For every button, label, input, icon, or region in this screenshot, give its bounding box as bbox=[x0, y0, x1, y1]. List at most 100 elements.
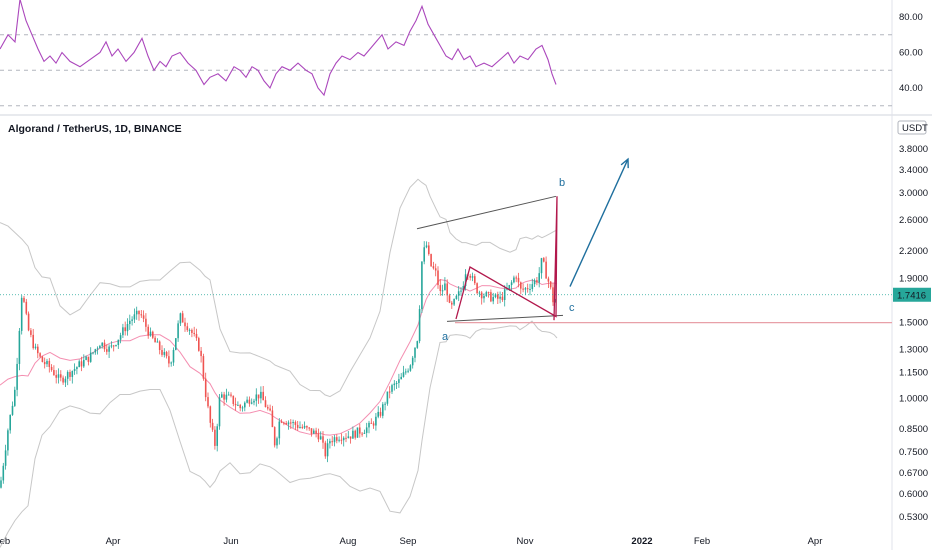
chart-title: Algorand / TetherUS, 1D, BINANCE bbox=[8, 123, 182, 135]
candle-body bbox=[326, 443, 329, 457]
candle-body bbox=[324, 442, 327, 457]
price-tick-label: 0.6700 bbox=[899, 468, 928, 479]
candle-body bbox=[198, 338, 200, 351]
candle-body bbox=[451, 302, 453, 305]
candle-body bbox=[239, 404, 241, 409]
candle-body bbox=[248, 399, 251, 404]
candle-body bbox=[126, 324, 129, 332]
candle-body bbox=[158, 341, 161, 351]
x-tick-label: Feb bbox=[0, 536, 10, 547]
candle-body bbox=[416, 341, 419, 348]
candle-body bbox=[175, 338, 177, 350]
rsi-tick-label: 40.00 bbox=[899, 83, 923, 94]
candle-body bbox=[207, 397, 209, 407]
candle-body bbox=[354, 430, 356, 438]
candle-body bbox=[368, 422, 370, 428]
candle-body bbox=[133, 314, 136, 320]
candle-body bbox=[329, 441, 331, 444]
candle-body bbox=[441, 290, 444, 292]
candle-body bbox=[492, 297, 494, 302]
candle-body bbox=[384, 403, 386, 405]
candle-body bbox=[407, 370, 409, 372]
candle-body bbox=[469, 275, 471, 278]
candle-body bbox=[402, 372, 405, 377]
candle-body bbox=[363, 432, 366, 434]
price-tick-label: 0.5300 bbox=[899, 512, 928, 523]
candle-body bbox=[154, 337, 156, 343]
candle-body bbox=[446, 283, 448, 296]
candle-body bbox=[499, 296, 501, 299]
candle-body bbox=[117, 339, 120, 346]
candle-body bbox=[241, 407, 244, 409]
candle-body bbox=[483, 296, 485, 299]
candle-body bbox=[145, 318, 147, 327]
candle-body bbox=[2, 465, 5, 481]
candle-body bbox=[267, 407, 269, 409]
candle-body bbox=[218, 397, 221, 427]
candle-body bbox=[476, 283, 478, 294]
candle-body bbox=[170, 362, 172, 364]
candle-body bbox=[391, 385, 393, 392]
candle-body bbox=[386, 391, 389, 404]
candle-body bbox=[37, 346, 39, 354]
candle-body bbox=[234, 403, 237, 406]
candle-body bbox=[23, 297, 25, 302]
candle-body bbox=[423, 247, 425, 262]
candle-body bbox=[191, 329, 193, 333]
candle-body bbox=[110, 345, 113, 347]
candle-body bbox=[184, 322, 186, 327]
candle-body bbox=[30, 330, 32, 335]
candle-body bbox=[370, 422, 373, 424]
candle-body bbox=[480, 292, 483, 299]
candle-body bbox=[331, 441, 333, 443]
candle-body bbox=[34, 346, 37, 349]
candle-body bbox=[405, 371, 407, 373]
candle-body bbox=[142, 315, 145, 319]
candle-body bbox=[398, 379, 400, 383]
candle-body bbox=[9, 414, 11, 431]
candle-body bbox=[60, 374, 62, 378]
candle-body bbox=[313, 430, 315, 434]
x-tick-label: Sep bbox=[400, 536, 417, 547]
channel-bottom-line bbox=[446, 314, 564, 322]
candle-body bbox=[140, 314, 143, 316]
candle-body bbox=[478, 292, 481, 294]
candle-body bbox=[163, 352, 166, 355]
currency-label: USDT bbox=[902, 123, 928, 134]
candle-body bbox=[195, 333, 198, 339]
candle-body bbox=[315, 430, 317, 434]
candle-body bbox=[4, 450, 7, 466]
candle-body bbox=[53, 370, 55, 376]
candle-body bbox=[78, 361, 80, 368]
candle-body bbox=[342, 437, 345, 441]
candle-body bbox=[421, 261, 423, 310]
candle-body bbox=[379, 411, 382, 416]
candle-body bbox=[336, 437, 338, 441]
bb-lower-band bbox=[0, 320, 558, 548]
candle-body bbox=[264, 400, 267, 408]
candle-body bbox=[108, 346, 110, 352]
candle-body bbox=[57, 374, 60, 378]
candle-body bbox=[462, 286, 465, 291]
candle-body bbox=[359, 427, 361, 434]
candle-body bbox=[64, 378, 67, 383]
candle-body bbox=[497, 294, 499, 299]
candle-body bbox=[223, 394, 225, 400]
candle-body bbox=[411, 357, 414, 366]
candle-body bbox=[7, 430, 9, 451]
price-tick-label: 0.7500 bbox=[899, 447, 928, 458]
candle-body bbox=[11, 405, 14, 415]
candle-body bbox=[526, 288, 529, 290]
candle-body bbox=[322, 436, 324, 443]
candle-body bbox=[119, 335, 122, 340]
candle-body bbox=[232, 395, 235, 404]
candle-body bbox=[400, 376, 402, 380]
candle-body bbox=[66, 371, 69, 379]
candle-body bbox=[409, 365, 412, 371]
candle-body bbox=[115, 345, 117, 347]
price-tick-label: 3.0000 bbox=[899, 188, 928, 199]
candle-body bbox=[280, 421, 283, 423]
candle-body bbox=[230, 394, 232, 396]
candle-body bbox=[83, 359, 85, 367]
